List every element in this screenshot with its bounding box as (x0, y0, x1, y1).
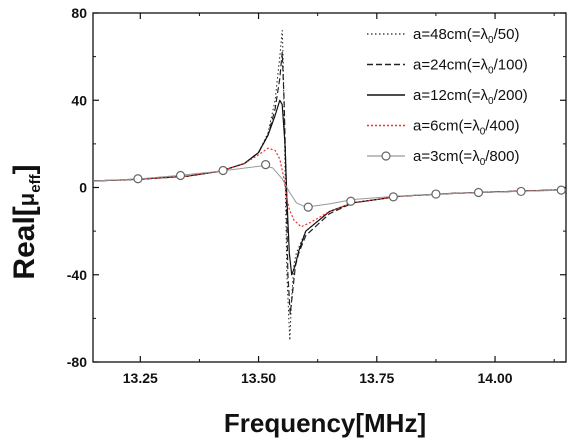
legend-label: a=3cm(=λ0/800) (413, 148, 519, 168)
legend-label-sub: 0 (480, 127, 486, 138)
series-group (93, 29, 566, 341)
series-5-marker (133, 174, 143, 184)
series-5-marker (346, 196, 356, 206)
x-tick-label: 13.75 (359, 370, 394, 386)
legend-label: a=12cm(=λ0/200) (413, 87, 528, 107)
series-line-1 (93, 29, 566, 341)
y-tick-label: 0 (79, 180, 87, 196)
x-tick-label: 13.25 (123, 370, 158, 386)
series-5-marker (516, 186, 526, 197)
legend-label-sub: 0 (480, 157, 486, 168)
legend-label-suffix: /100) (494, 57, 528, 74)
legend-label-prefix: a=48cm(=λ (413, 26, 489, 43)
legend-label-suffix: /50) (494, 26, 520, 43)
legend-label-suffix: /200) (494, 87, 528, 104)
legend-label: a=48cm(=λ0/50) (413, 26, 519, 46)
legend-label-sub: 0 (488, 35, 494, 46)
legend-item-3: a=12cm(=λ0/200) (367, 87, 528, 107)
legend-label-prefix: a=3cm(=λ (413, 148, 480, 165)
x-axis-title: Frequency[MHz] (224, 408, 426, 438)
y-tick-label: 40 (71, 92, 87, 108)
y-axis-title-suffix: ] (8, 164, 41, 174)
y-tick-label: -80 (67, 354, 87, 370)
series-5-marker (175, 170, 186, 181)
x-tick-label: 13.50 (241, 370, 276, 386)
x-tick-label: 14.00 (478, 370, 513, 386)
y-axis-title-prefix: Real[ (8, 206, 41, 279)
series-5-marker (388, 192, 398, 202)
series-line-5 (93, 165, 566, 208)
y-axis-title-symbol: μ (14, 193, 39, 206)
series-5-marker (218, 165, 228, 176)
series-line-4 (93, 147, 566, 228)
legend-label-prefix: a=12cm(=λ (413, 87, 489, 104)
legend-label-sub: 0 (488, 66, 494, 77)
legend-label-suffix: /800) (485, 148, 519, 165)
series-5-marker (473, 187, 484, 198)
series-5-marker (431, 189, 441, 199)
legend-item-2: a=24cm(=λ0/100) (367, 57, 528, 77)
series-5-marker (261, 159, 271, 170)
legend-swatch-marker (381, 151, 391, 161)
legend-label-suffix: /400) (485, 118, 519, 135)
legend-label: a=24cm(=λ0/100) (413, 57, 528, 77)
series-5-marker (556, 185, 566, 195)
legend: a=48cm(=λ0/50)a=24cm(=λ0/100)a=12cm(=λ0/… (367, 26, 528, 168)
legend-item-1: a=48cm(=λ0/50) (367, 26, 519, 46)
y-axis-title: Real[μeff] (8, 164, 44, 279)
legend-label-prefix: a=6cm(=λ (413, 118, 480, 135)
svg-text:Real[μeff]: Real[μeff] (8, 164, 44, 279)
legend-label-prefix: a=24cm(=λ (413, 57, 489, 74)
y-axis-title-subscript: eff (27, 173, 44, 192)
legend-item-4: a=6cm(=λ0/400) (367, 118, 519, 138)
y-tick-label: -40 (67, 267, 87, 283)
plot-area: -80 -40 0 40 80 13.25 13.50 13.75 14.00 (67, 5, 567, 386)
y-tick-label: 80 (71, 5, 87, 21)
series-5-marker (303, 202, 313, 212)
legend-item-5: a=3cm(=λ0/800) (367, 148, 519, 168)
legend-label: a=6cm(=λ0/400) (413, 118, 519, 138)
legend-label-sub: 0 (488, 96, 494, 107)
